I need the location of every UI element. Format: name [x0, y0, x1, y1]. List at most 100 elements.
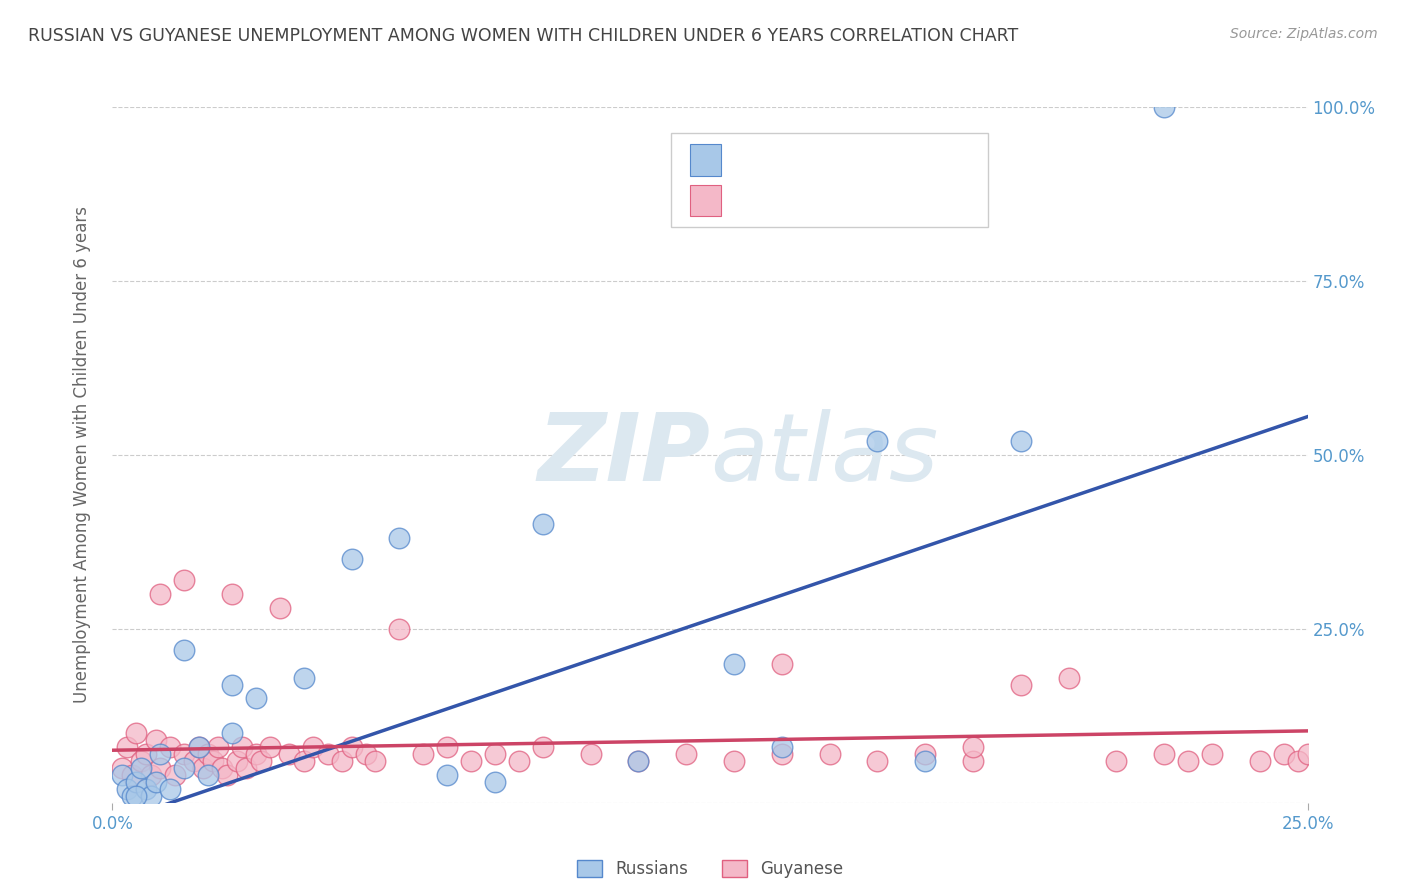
- Point: [139, 768, 162, 782]
- Point: [340, 552, 363, 566]
- Text: RUSSIAN VS GUYANESE UNEMPLOYMENT AMONG WOMEN WITH CHILDREN UNDER 6 YEARS CORRELA: RUSSIAN VS GUYANESE UNEMPLOYMENT AMONG W…: [28, 27, 1018, 45]
- Point: [221, 726, 243, 740]
- Point: [111, 768, 134, 782]
- Point: [231, 740, 253, 755]
- Point: [163, 768, 186, 782]
- Point: [149, 747, 172, 761]
- Point: [173, 573, 195, 587]
- Point: [770, 657, 793, 671]
- Point: [412, 747, 434, 761]
- Point: [245, 691, 267, 706]
- Point: [1010, 677, 1032, 691]
- Point: [129, 761, 152, 775]
- Point: [962, 754, 984, 768]
- Point: [531, 740, 554, 755]
- Point: [173, 642, 195, 657]
- Point: [249, 754, 271, 768]
- Point: [1201, 747, 1223, 761]
- Point: [914, 747, 936, 761]
- Point: [723, 754, 745, 768]
- Point: [866, 434, 889, 448]
- Point: [145, 733, 167, 747]
- Point: [388, 532, 411, 546]
- Point: [316, 747, 339, 761]
- Legend: Russians, Guyanese: Russians, Guyanese: [571, 854, 849, 885]
- Point: [121, 789, 143, 803]
- Point: [139, 789, 162, 803]
- Point: [183, 754, 205, 768]
- Text: R = 0.034   N = 66: R = 0.034 N = 66: [728, 193, 880, 208]
- Point: [173, 761, 195, 775]
- Point: [340, 740, 363, 755]
- Point: [225, 754, 247, 768]
- Point: [484, 747, 506, 761]
- Point: [187, 740, 209, 755]
- Point: [866, 754, 889, 768]
- Point: [388, 622, 411, 636]
- Point: [245, 747, 267, 761]
- Point: [436, 768, 458, 782]
- Point: [125, 789, 148, 803]
- Point: [193, 761, 215, 775]
- Point: [302, 740, 325, 755]
- Point: [292, 671, 315, 685]
- Point: [201, 754, 224, 768]
- Point: [508, 754, 530, 768]
- Point: [330, 754, 353, 768]
- Text: ZIP: ZIP: [537, 409, 710, 501]
- Point: [962, 740, 984, 755]
- Point: [354, 747, 377, 761]
- Point: [207, 740, 229, 755]
- Point: [149, 761, 172, 775]
- Point: [221, 677, 243, 691]
- Point: [770, 740, 793, 755]
- Point: [278, 747, 301, 761]
- Point: [159, 740, 181, 755]
- Point: [914, 754, 936, 768]
- Point: [1105, 754, 1128, 768]
- Point: [531, 517, 554, 532]
- Point: [121, 768, 143, 782]
- Point: [1296, 747, 1319, 761]
- Point: [115, 740, 138, 755]
- Point: [197, 768, 219, 782]
- Point: [818, 747, 841, 761]
- Point: [211, 761, 233, 775]
- Point: [1272, 747, 1295, 761]
- Point: [149, 587, 172, 601]
- Point: [145, 775, 167, 789]
- Point: [135, 781, 157, 796]
- Point: [269, 601, 291, 615]
- Point: [1249, 754, 1271, 768]
- Point: [235, 761, 257, 775]
- Point: [460, 754, 482, 768]
- Point: [675, 747, 697, 761]
- Point: [484, 775, 506, 789]
- Point: [115, 781, 138, 796]
- Point: [259, 740, 281, 755]
- Point: [364, 754, 387, 768]
- Point: [1153, 747, 1175, 761]
- Point: [436, 740, 458, 755]
- Point: [723, 657, 745, 671]
- Point: [292, 754, 315, 768]
- Text: atlas: atlas: [710, 409, 938, 500]
- Point: [197, 747, 219, 761]
- Point: [1286, 754, 1309, 768]
- Text: R = 0.600   N = 31: R = 0.600 N = 31: [728, 153, 880, 167]
- Point: [129, 754, 152, 768]
- Point: [770, 747, 793, 761]
- Point: [135, 747, 157, 761]
- Point: [1153, 100, 1175, 114]
- Point: [125, 726, 148, 740]
- Point: [1177, 754, 1199, 768]
- Point: [173, 747, 195, 761]
- Point: [579, 747, 602, 761]
- Point: [217, 768, 239, 782]
- Point: [627, 754, 650, 768]
- Point: [221, 587, 243, 601]
- Point: [159, 781, 181, 796]
- Point: [627, 754, 650, 768]
- Point: [1057, 671, 1080, 685]
- Point: [111, 761, 134, 775]
